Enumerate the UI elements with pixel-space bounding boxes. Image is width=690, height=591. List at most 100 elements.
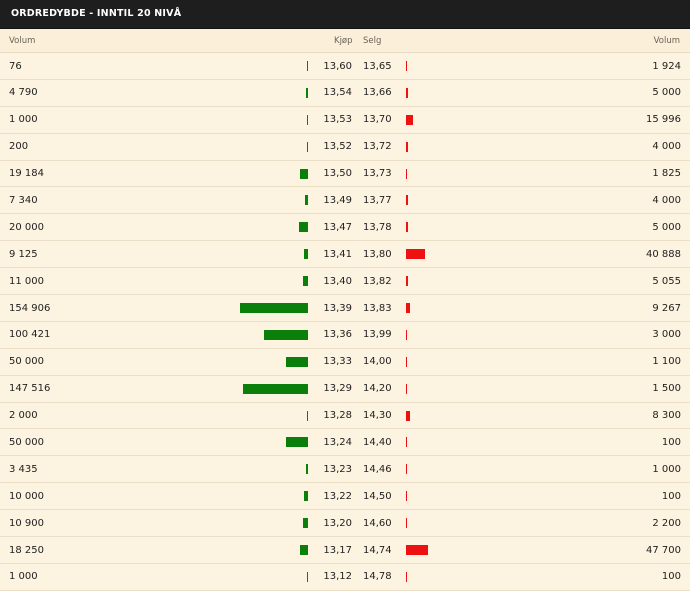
buy-volume-bar <box>305 195 308 206</box>
buy-volume-bar <box>300 545 308 556</box>
bid-price-cell: 13,28 <box>323 410 352 422</box>
sell-volume-bar <box>406 141 408 152</box>
ask-price-cell: 13,72 <box>363 141 392 153</box>
sell-volume-bar <box>406 303 410 314</box>
bid-price-cell: 13,23 <box>323 463 352 475</box>
sell-volume-cell: 5 000 <box>652 87 681 99</box>
buy-volume-cell: 20 000 <box>9 221 44 233</box>
sell-volume-bar <box>406 545 428 556</box>
sell-volume-bar <box>406 114 413 125</box>
buy-volume-bar <box>307 61 308 71</box>
sell-volume-bar <box>406 571 407 582</box>
buy-volume-bar <box>307 141 308 152</box>
buy-volume-cell: 11 000 <box>9 275 44 287</box>
sell-volume-cell: 1 000 <box>652 463 681 475</box>
buy-volume-bar <box>264 329 308 340</box>
bid-price-cell: 13,60 <box>323 60 352 72</box>
sell-volume-cell: 9 267 <box>652 302 681 314</box>
buy-volume-cell: 7 340 <box>9 194 38 206</box>
ask-price-cell: 13,83 <box>363 302 392 314</box>
table-row: 20 000 13,47 13,78 5 000 <box>0 214 690 242</box>
sell-volume-bar <box>406 168 407 179</box>
sell-volume-bar <box>406 222 408 233</box>
sell-volume-bar <box>406 410 410 421</box>
buy-volume-cell: 147 516 <box>9 383 51 395</box>
column-header-row: Volum Kjøp Selg Volum <box>0 29 690 53</box>
ask-price-cell: 13,82 <box>363 275 392 287</box>
table-row: 4 790 13,54 13,66 5 000 <box>0 79 690 107</box>
buy-volume-cell: 1 000 <box>9 114 38 126</box>
buy-volume-header: Volum <box>9 36 36 46</box>
sell-volume-bar <box>406 356 407 367</box>
ask-price-cell: 13,99 <box>363 329 392 341</box>
buy-volume-bar <box>304 249 308 260</box>
bid-price-cell: 13,24 <box>323 436 352 448</box>
buy-volume-bar <box>303 518 308 529</box>
table-row: 100 421 13,36 13,99 3 000 <box>0 321 690 349</box>
bid-header: Kjøp <box>334 36 353 46</box>
sell-volume-bar <box>406 491 407 502</box>
buy-volume-bar <box>304 491 308 502</box>
table-row: 147 516 13,29 14,20 1 500 <box>0 375 690 403</box>
buy-volume-cell: 100 421 <box>9 329 51 341</box>
buy-volume-bar <box>299 222 308 233</box>
table-row: 76 13,60 13,65 1 924 <box>0 53 690 80</box>
buy-volume-cell: 10 900 <box>9 517 44 529</box>
sell-volume-cell: 15 996 <box>646 114 681 126</box>
sell-volume-cell: 5 000 <box>652 221 681 233</box>
buy-volume-cell: 2 000 <box>9 410 38 422</box>
buy-volume-cell: 50 000 <box>9 436 44 448</box>
buy-volume-bar <box>307 571 308 582</box>
bid-price-cell: 13,47 <box>323 221 352 233</box>
buy-volume-cell: 9 125 <box>9 248 38 260</box>
sell-volume-cell: 100 <box>661 571 681 583</box>
buy-volume-bar <box>306 87 308 98</box>
bid-price-cell: 13,49 <box>323 194 352 206</box>
sell-volume-bar <box>406 195 408 206</box>
table-row: 154 906 13,39 13,83 9 267 <box>0 295 690 322</box>
ask-price-cell: 13,78 <box>363 221 392 233</box>
sell-volume-cell: 47 700 <box>646 544 681 556</box>
table-row: 7 340 13,49 13,77 4 000 <box>0 187 690 215</box>
buy-volume-cell: 19 184 <box>9 168 44 180</box>
sell-volume-cell: 8 300 <box>652 410 681 422</box>
sell-volume-cell: 3 000 <box>652 329 681 341</box>
bid-price-cell: 13,22 <box>323 490 352 502</box>
buy-volume-bar <box>303 276 308 287</box>
table-row: 10 900 13,20 14,60 2 200 <box>0 510 690 538</box>
ask-price-cell: 14,00 <box>363 356 392 368</box>
table-row: 200 13,52 13,72 4 000 <box>0 133 690 161</box>
buy-volume-cell: 10 000 <box>9 490 44 502</box>
table-row: 50 000 13,33 14,00 1 100 <box>0 348 690 376</box>
sell-volume-bar <box>406 249 425 260</box>
buy-volume-cell: 154 906 <box>9 302 51 314</box>
sell-volume-cell: 1 100 <box>652 356 681 368</box>
sell-volume-bar <box>406 87 408 98</box>
sell-volume-bar <box>406 61 407 71</box>
ask-price-cell: 14,20 <box>363 383 392 395</box>
sell-volume-cell: 1 500 <box>652 383 681 395</box>
table-row: 10 000 13,22 14,50 100 <box>0 483 690 511</box>
buy-volume-cell: 50 000 <box>9 356 44 368</box>
buy-volume-cell: 3 435 <box>9 463 38 475</box>
table-row: 1 000 13,12 14,78 100 <box>0 563 690 591</box>
table-row: 3 435 13,23 14,46 1 000 <box>0 456 690 484</box>
buy-volume-bar <box>240 303 308 314</box>
bid-price-cell: 13,33 <box>323 356 352 368</box>
ask-price-cell: 14,50 <box>363 490 392 502</box>
buy-volume-cell: 76 <box>9 60 22 72</box>
table-row: 50 000 13,24 14,40 100 <box>0 429 690 457</box>
ask-price-cell: 13,77 <box>363 194 392 206</box>
ask-price-cell: 14,46 <box>363 463 392 475</box>
table-row: 1 000 13,53 13,70 15 996 <box>0 106 690 134</box>
sell-volume-cell: 1 825 <box>652 168 681 180</box>
panel-title: ORDREDYBDE - INNTIL 20 NIVÅ <box>0 0 690 29</box>
bid-price-cell: 13,50 <box>323 168 352 180</box>
sell-volume-cell: 4 000 <box>652 141 681 153</box>
ask-price-cell: 14,74 <box>363 544 392 556</box>
buy-volume-bar <box>286 437 308 448</box>
bid-price-cell: 13,41 <box>323 248 352 260</box>
bid-price-cell: 13,12 <box>323 571 352 583</box>
bid-price-cell: 13,17 <box>323 544 352 556</box>
sell-volume-cell: 40 888 <box>646 248 681 260</box>
